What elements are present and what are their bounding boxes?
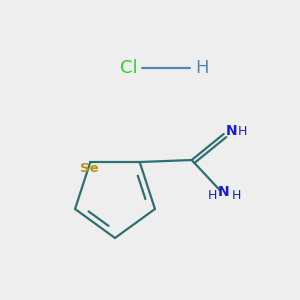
Text: H: H	[238, 124, 247, 137]
Text: H: H	[195, 59, 208, 77]
Text: Se: Se	[80, 161, 99, 175]
Text: N: N	[218, 185, 229, 199]
Text: H: H	[232, 188, 241, 202]
Text: Cl: Cl	[120, 59, 138, 77]
Text: N: N	[226, 124, 237, 138]
Text: H: H	[208, 188, 217, 202]
